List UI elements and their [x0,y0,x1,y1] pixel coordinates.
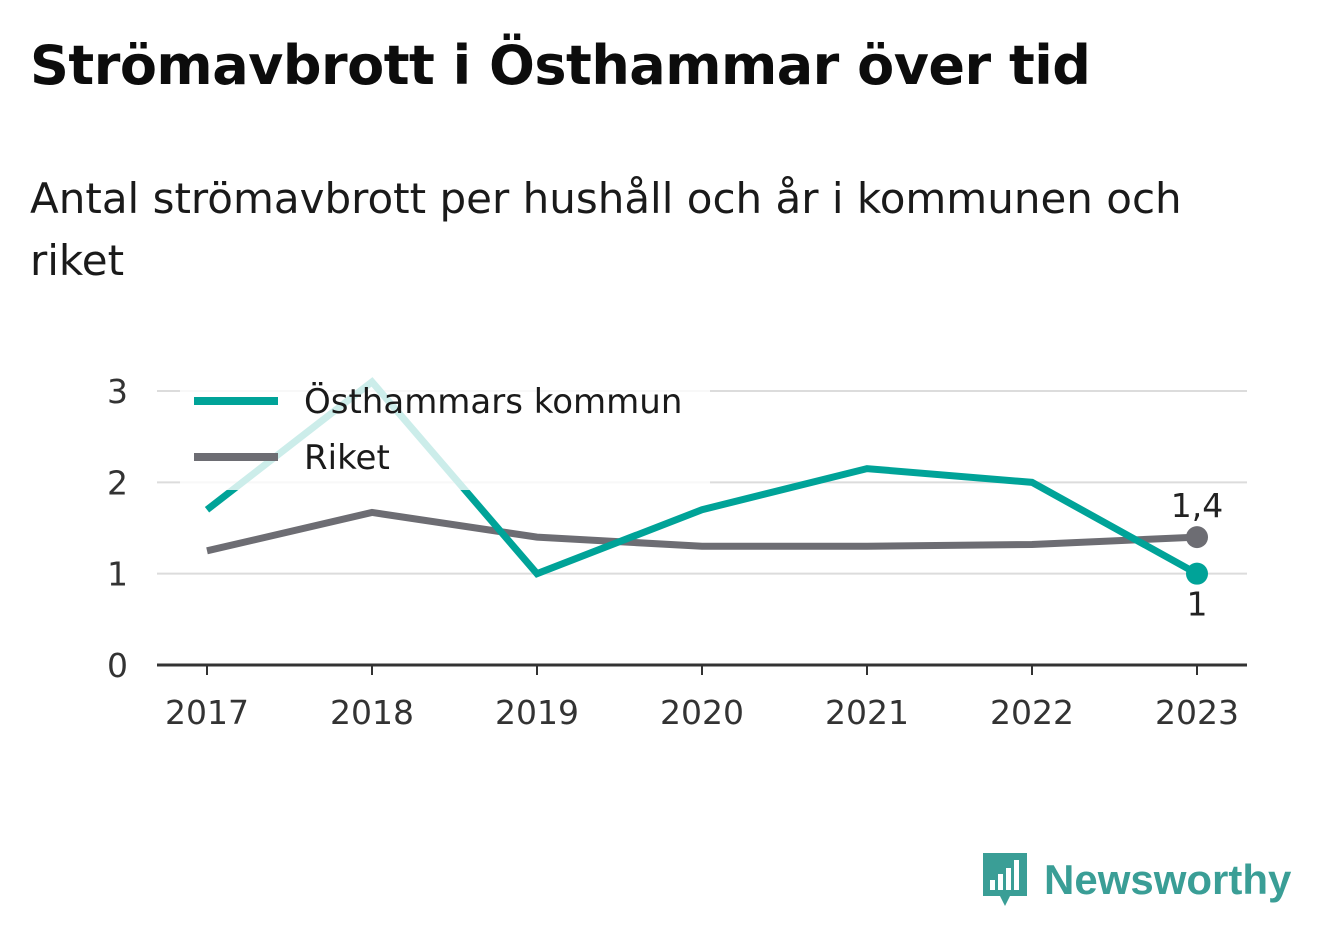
page-title: Strömavbrott i Östhammar över tid [30,34,1091,97]
x-tick-label: 2022 [990,693,1074,732]
series-riket [206,508,1208,555]
x-tick-label: 2020 [660,693,744,732]
end-labels: 1,41 [1171,486,1223,624]
x-tick-label: 2019 [495,693,579,732]
osthammar-point [1186,562,1208,585]
y-axis-ticks: 0 1 2 3 [107,372,128,685]
y-tick-label: 2 [107,463,128,502]
legend-background [180,370,710,490]
y-tick-label: 0 [107,646,128,685]
x-tick-label: 2018 [330,693,414,732]
y-tick-label: 3 [107,372,128,411]
newsworthy-logo: Newsworthy [980,850,1291,910]
osthammar-end-label: 1 [1187,585,1208,624]
x-tick-label: 2023 [1155,693,1239,732]
legend: Östhammars kommun Riket [180,370,710,490]
legend-label: Östhammars kommun [304,381,682,422]
riket-point [1186,526,1208,549]
x-tick-label: 2017 [165,693,249,732]
riket-line [206,508,1198,555]
riket-end-label: 1,4 [1171,486,1223,525]
brand-name: Newsworthy [1044,856,1292,903]
page-subtitle: Antal strömavbrott per hushåll och år i … [30,174,1182,285]
y-tick-label: 1 [107,555,128,594]
x-tick-label: 2021 [825,693,909,732]
bar-chart-speech-bubble-icon [983,853,1027,906]
legend-label: Riket [304,438,390,478]
x-axis: 2017 2018 2019 2020 2021 2022 2023 [157,663,1247,732]
